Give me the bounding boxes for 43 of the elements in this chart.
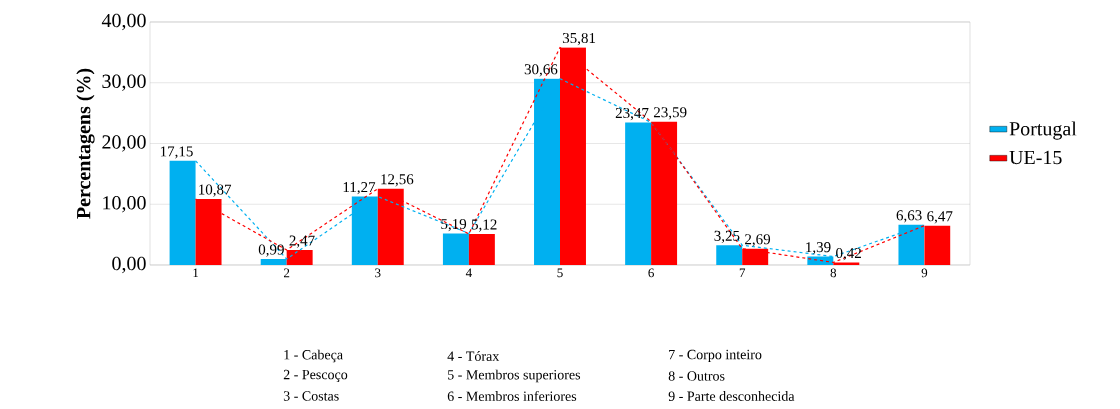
data-label: 6,47 bbox=[927, 211, 953, 224]
y-tick-label: 20,00 bbox=[102, 135, 146, 152]
data-label: 12,56 bbox=[381, 174, 414, 187]
data-label: 5,19 bbox=[441, 219, 467, 232]
data-label: 10,87 bbox=[199, 184, 232, 197]
text: 9 - Parte desconhecida bbox=[668, 391, 795, 401]
data-label: 2,69 bbox=[745, 234, 771, 247]
legend-label: UE-15 bbox=[1009, 150, 1062, 165]
data-label: 1,39 bbox=[806, 242, 831, 255]
x-tick-label: 4 bbox=[465, 268, 472, 278]
data-label: 11,27 bbox=[343, 182, 376, 195]
text: 6 - Membros inferiores bbox=[447, 390, 577, 401]
y-tick-label: 30,00 bbox=[102, 74, 146, 91]
x-tick-label: 5 bbox=[557, 268, 563, 278]
text: 2 - Pescoço bbox=[283, 369, 348, 383]
x-tick-label: 1 bbox=[193, 268, 199, 278]
y-tick-label: 10,00 bbox=[103, 196, 146, 213]
data-label: 6,63 bbox=[896, 210, 922, 223]
text: 8 - Outros bbox=[668, 371, 725, 381]
data-label: 0,99 bbox=[258, 244, 284, 257]
data-label: 17,15 bbox=[160, 146, 193, 159]
data-label: 23,47 bbox=[615, 107, 649, 121]
y-axis-title: Percentagens (%) bbox=[76, 68, 95, 219]
x-tick-label: 3 bbox=[375, 268, 381, 278]
x-tick-label: 7 bbox=[739, 268, 746, 278]
y-tick-label: 40,00 bbox=[101, 13, 146, 31]
data-label: 0,42 bbox=[836, 247, 861, 261]
y-tick-label: 0,00 bbox=[112, 256, 146, 274]
text: 7 - Corpo inteiro bbox=[669, 349, 762, 363]
text: 3 - Costas bbox=[283, 391, 339, 401]
x-tick-label: 9 bbox=[921, 268, 928, 278]
x-tick-label: 2 bbox=[283, 268, 290, 278]
x-tick-label: 8 bbox=[830, 268, 837, 278]
text: 1 - Cabeça bbox=[284, 349, 343, 363]
data-label: 5,12 bbox=[471, 219, 497, 232]
data-label: 23,59 bbox=[653, 107, 687, 120]
data-label: 3,25 bbox=[714, 230, 740, 244]
data-label: 30,66 bbox=[524, 64, 558, 77]
legend-label: Portugal bbox=[1009, 121, 1077, 140]
x-tick-label: 6 bbox=[648, 268, 654, 278]
text: 5 - Membros superiores bbox=[448, 369, 581, 383]
text: 4 - Tórax bbox=[447, 351, 500, 361]
data-label: 35,81 bbox=[562, 32, 596, 46]
